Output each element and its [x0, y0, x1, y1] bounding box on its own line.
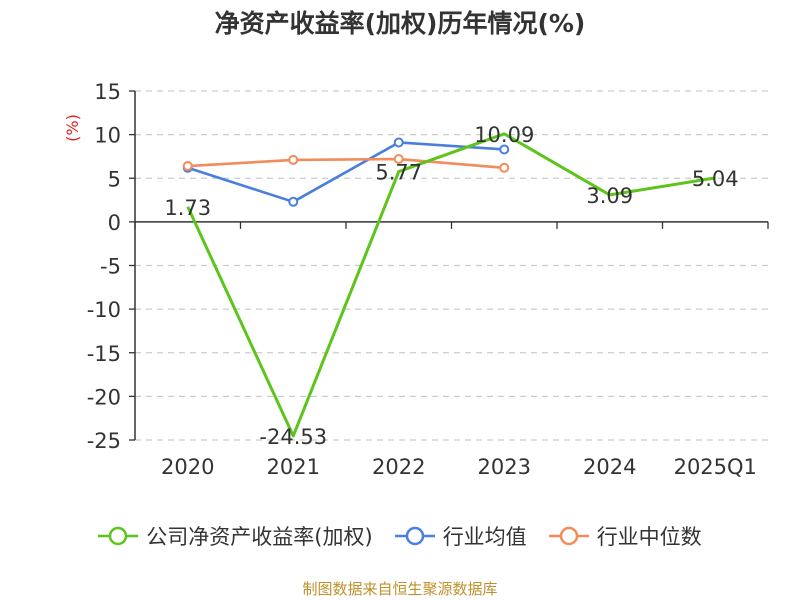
legend-label: 行业均值: [442, 525, 527, 549]
series-line-1: [187, 141, 505, 204]
x-tick-label: 2020: [161, 455, 214, 479]
data-point[interactable]: [499, 144, 510, 155]
data-labels: 1.73 -24.53 5.77 10.09 3.09 5.04: [164, 123, 738, 449]
legend-line-circle-icon: [548, 526, 589, 546]
legend-line-circle-icon: [394, 526, 435, 546]
x-tick-label: 2023: [478, 455, 531, 479]
series-line-2: [187, 157, 505, 170]
legend-item-0[interactable]: 公司净资产收益率(加权): [98, 521, 373, 551]
data-point[interactable]: [182, 161, 193, 172]
legend-line-circle-icon: [98, 526, 139, 546]
data-point[interactable]: [288, 196, 299, 207]
data-label: -24.53: [259, 425, 327, 449]
series-lines: [182, 132, 716, 438]
y-tick-label: 5: [108, 167, 121, 191]
source-note: 制图数据来自恒生聚源数据库: [302, 580, 498, 598]
legend-circle: [405, 526, 424, 546]
series-line-0: [186, 132, 716, 438]
data-point[interactable]: [288, 154, 299, 165]
grid-lines: [135, 90, 768, 441]
data-point[interactable]: [393, 154, 404, 165]
data-label: 10.09: [474, 123, 534, 147]
legend-item-2[interactable]: 行业中位数: [548, 521, 702, 551]
legend: 公司净资产收益率(加权) 行业均值 行业中位数: [0, 521, 800, 551]
y-tick-label: 0: [108, 211, 121, 235]
data-label: 5.04: [692, 167, 739, 191]
y-tick-label: 10: [94, 124, 121, 148]
data-point[interactable]: [499, 162, 510, 173]
y-axis-unit-label: (%): [63, 114, 82, 142]
y-tick-label: 15: [94, 80, 121, 104]
y-tick-label: -10: [87, 298, 121, 322]
y-tick-label: -25: [87, 429, 121, 453]
legend-label: 公司净资产收益率(加权): [146, 525, 373, 549]
data-point[interactable]: [393, 137, 404, 148]
x-tick-label: 2022: [372, 455, 425, 479]
x-tick-label: 2024: [583, 455, 636, 479]
legend-circle: [559, 526, 578, 546]
y-tick-label: -20: [87, 385, 121, 409]
legend-circle: [109, 526, 128, 546]
x-tick-label: 2025Q1: [674, 455, 757, 479]
legend-label: 行业中位数: [596, 525, 702, 549]
data-label: 3.09: [586, 184, 633, 208]
axes: 15 10 5 0 -5 -10 -15 -20 -25 2020 2021 2022 2023 2024…: [87, 80, 769, 479]
data-label: 5.77: [375, 161, 422, 185]
legend-item-1[interactable]: 行业均值: [394, 521, 527, 551]
chart-title: 净资产收益率(加权)历年情况(%): [214, 9, 586, 38]
y-tick-label: -15: [87, 342, 121, 366]
x-tick-label: 2021: [267, 455, 320, 479]
y-tick-label: -5: [100, 255, 121, 279]
data-label: 1.73: [164, 196, 211, 220]
